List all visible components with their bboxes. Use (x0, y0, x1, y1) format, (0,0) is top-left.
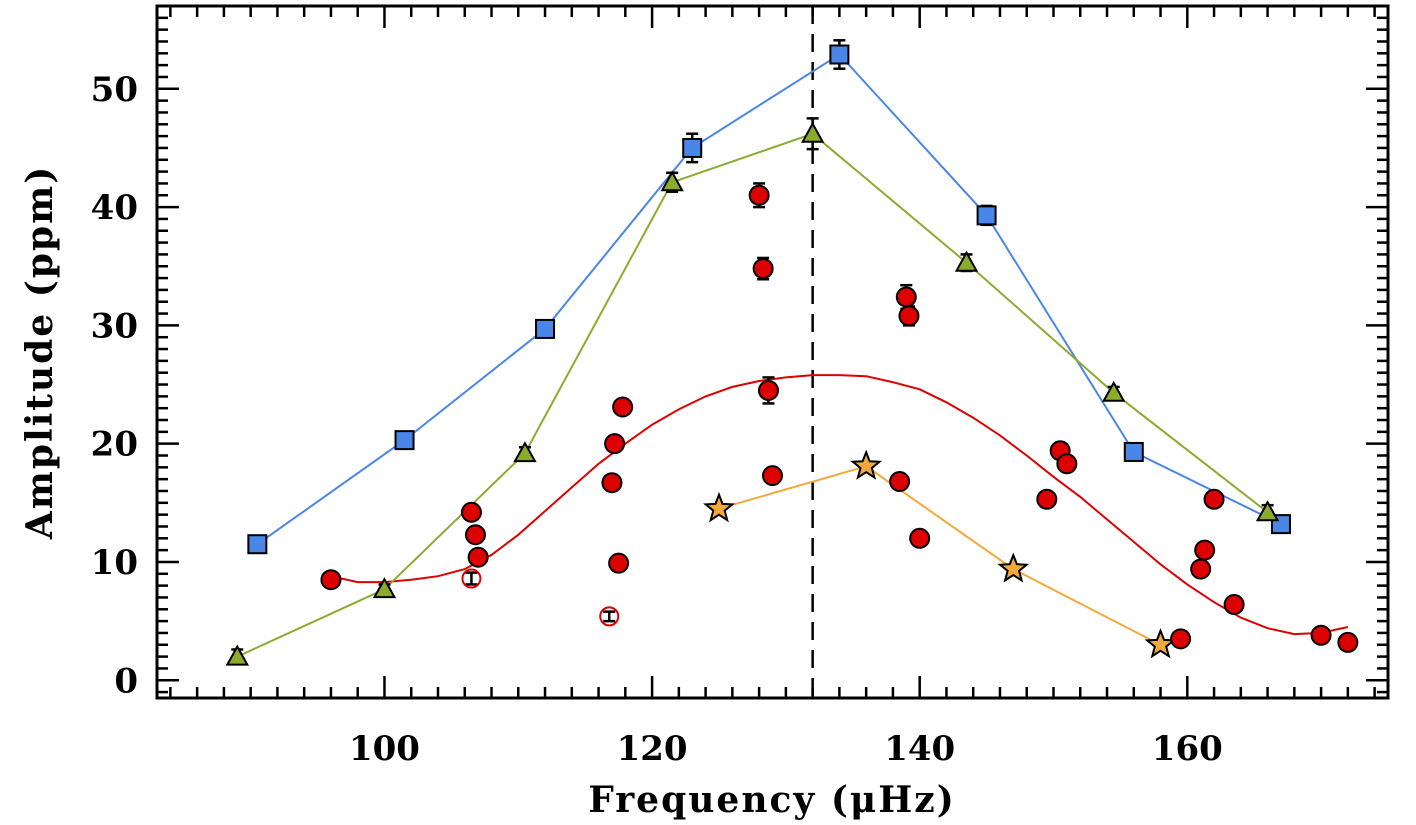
data-point-triangle (225, 644, 249, 666)
data-point-circle (464, 524, 486, 546)
red-circles-series (320, 182, 1359, 653)
fit-curve (330, 374, 1349, 636)
data-point-square (682, 137, 703, 158)
data-point-circle (1310, 624, 1332, 646)
orange-stars-line (718, 465, 1161, 646)
data-point-triangle (954, 250, 979, 272)
data-point-triangle (513, 441, 537, 463)
data-point-circle (1223, 594, 1245, 616)
y-tick-label: 40 (91, 188, 138, 228)
data-point-circle (1337, 631, 1359, 653)
green-triangles-series (225, 117, 1280, 666)
data-point-circle (1036, 488, 1058, 510)
data-point-circle (909, 527, 931, 549)
data-point-circle (1170, 628, 1192, 650)
data-point-square (976, 205, 997, 226)
data-point-triangle (1255, 500, 1280, 522)
y-axis-title: Amplitude (ppm) (19, 165, 61, 540)
plot-frame (155, 4, 1390, 700)
data-point-triangle (1102, 380, 1126, 402)
data-point-circle (762, 465, 783, 487)
red-open-circles-series (461, 568, 620, 627)
data-point-triangle (660, 170, 684, 192)
x-axis-title: Frequency (μHz) (588, 779, 955, 821)
fit-curve-layer (330, 374, 1349, 636)
data-point-square (535, 318, 556, 339)
data-point-open-circle (461, 568, 482, 589)
orange-stars-series (703, 449, 1177, 659)
x-tick-label: 160 (1152, 729, 1223, 769)
data-point-circle (1203, 488, 1225, 510)
data-point-circle (608, 552, 630, 574)
data-point-circle (752, 258, 774, 280)
data-point-star (1144, 628, 1177, 659)
y-tick-label: 10 (91, 543, 138, 583)
axes-frame (155, 4, 1390, 700)
data-point-circle (604, 433, 626, 455)
y-tick-label: 20 (91, 425, 138, 465)
data-point-circle (748, 184, 770, 206)
data-point-square (394, 430, 415, 451)
green-triangles-line (236, 132, 1269, 658)
data-point-circle (898, 305, 920, 327)
x-tick-label: 120 (617, 729, 688, 769)
data-point-triangle (372, 577, 397, 599)
data-point-star (997, 552, 1030, 583)
data-point-circle (467, 546, 489, 568)
data-point-circle (601, 472, 623, 494)
y-tick-label: 0 (114, 661, 138, 701)
data-point-circle (757, 379, 779, 401)
data-point-circle (1194, 539, 1216, 561)
y-tick-label: 50 (91, 70, 138, 110)
series-layer (225, 39, 1359, 666)
data-point-circle (895, 286, 917, 308)
data-point-triangle (800, 121, 825, 143)
blue-squares-series (247, 39, 1291, 555)
data-point-square (1123, 441, 1144, 462)
data-point-square (829, 44, 850, 65)
data-point-open-circle (599, 606, 620, 627)
data-point-circle (1190, 558, 1212, 580)
tick-labels: 100 120 140 160 0 10 20 30 40 50 (91, 70, 1223, 769)
data-point-circle (889, 471, 911, 493)
data-point-square (247, 534, 268, 555)
data-point-circle (460, 501, 482, 523)
y-tick-label: 30 (91, 306, 138, 346)
data-point-circle (612, 396, 634, 418)
data-point-circle (1056, 453, 1078, 475)
data-point-star (850, 449, 883, 480)
x-tick-label: 140 (884, 729, 955, 769)
data-point-circle (320, 569, 342, 591)
x-tick-label: 100 (349, 729, 420, 769)
blue-squares-line (256, 53, 1282, 546)
data-point-star (703, 491, 735, 523)
